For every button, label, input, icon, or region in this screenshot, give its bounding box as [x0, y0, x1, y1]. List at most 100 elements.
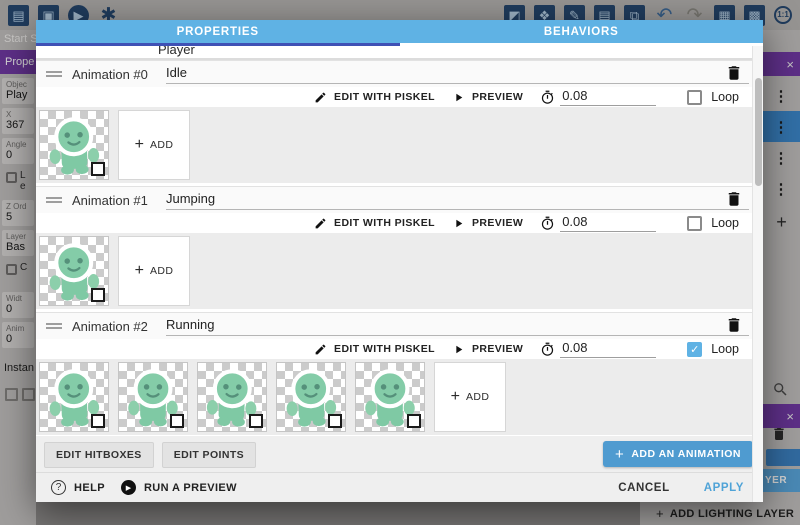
animation-name-input[interactable]: Running	[166, 317, 749, 336]
undo-icon[interactable]: ↶	[656, 4, 673, 26]
animation-section: Animation #1 Jumping EDIT WITH PISKEL PR…	[36, 186, 763, 309]
frame-select-checkbox[interactable]	[91, 414, 105, 428]
panel-list-row[interactable]: ⋮	[763, 173, 800, 204]
add-item-icon[interactable]: +	[776, 212, 787, 232]
sprite-frame-image	[49, 243, 100, 301]
add-animation-button[interactable]: + ADD AN ANIMATION	[603, 441, 753, 467]
add-frame-button[interactable]: + ADD	[118, 110, 190, 180]
kebab-menu-icon[interactable]: ⋮	[773, 180, 790, 198]
object-name-input[interactable]: Player	[36, 46, 763, 60]
add-lighting-layer-button[interactable]: + ADD LIGHTING LAYER	[640, 502, 800, 525]
drag-handle-icon[interactable]	[46, 69, 62, 79]
checkbox[interactable]	[6, 172, 17, 183]
close-icon[interactable]: ×	[786, 408, 794, 424]
preview-button[interactable]: PREVIEW	[471, 343, 524, 355]
delete-animation-icon[interactable]	[725, 190, 743, 208]
property-checkbox-field[interactable]: C	[2, 262, 34, 286]
loop-checkbox[interactable]	[687, 215, 703, 231]
sprite-frame-image	[365, 369, 415, 427]
tab-behaviors[interactable]: BEHAVIORS	[543, 25, 619, 38]
dialog-scrollbar[interactable]	[752, 46, 763, 502]
checkbox[interactable]	[6, 264, 17, 275]
frame-select-checkbox[interactable]	[170, 414, 184, 428]
scene-tab-label[interactable]: Start S	[4, 33, 36, 45]
preview-button[interactable]: PREVIEW	[471, 91, 524, 103]
kebab-menu-icon[interactable]: ⋮	[773, 87, 790, 105]
scrollbar-thumb[interactable]	[755, 78, 762, 186]
dialog-tabs: PROPERTIES BEHAVIORS	[36, 20, 763, 43]
frame-strip: + ADD	[36, 107, 763, 183]
animation-frame-thumbnail[interactable]	[355, 362, 425, 432]
animation-frame-thumbnail[interactable]	[118, 362, 188, 432]
help-icon[interactable]: ?	[51, 480, 66, 495]
add-frame-button[interactable]: + ADD	[118, 236, 190, 306]
property-field[interactable]: X 367	[2, 108, 34, 134]
frame-duration-input[interactable]: 0.08	[560, 88, 657, 106]
project-manager-icon[interactable]: ▤	[8, 4, 29, 26]
edit-with-piskel-button[interactable]: EDIT WITH PISKEL	[334, 343, 435, 355]
cancel-button[interactable]: CANCEL	[618, 481, 670, 494]
kebab-menu-icon[interactable]: ⋮	[773, 118, 790, 136]
copy-icon[interactable]	[5, 388, 18, 401]
animation-frame-thumbnail[interactable]	[39, 236, 109, 306]
animation-name-input[interactable]: Idle	[166, 65, 749, 84]
run-preview-icon[interactable]: ▶	[120, 480, 136, 495]
frame-select-checkbox[interactable]	[91, 162, 105, 176]
add-frame-button[interactable]: + ADD	[434, 362, 506, 432]
paste-icon[interactable]	[22, 388, 35, 401]
edit-points-button[interactable]: EDIT POINTS	[161, 442, 257, 468]
delete-animation-icon[interactable]	[725, 64, 743, 82]
frame-select-checkbox[interactable]	[249, 414, 263, 428]
animation-name-input[interactable]: Jumping	[166, 191, 749, 210]
panel-list-row[interactable]: ⋮	[763, 111, 800, 142]
edit-with-piskel-button[interactable]: EDIT WITH PISKEL	[334, 217, 435, 229]
add-layer-button[interactable]: YER	[751, 469, 800, 492]
property-field[interactable]: Anim 0	[2, 322, 34, 348]
animation-frame-thumbnail[interactable]	[276, 362, 346, 432]
zoom-1-1-icon[interactable]: 1:1	[774, 6, 792, 24]
panel-list-row[interactable]: ⋮	[763, 142, 800, 173]
close-icon[interactable]: ×	[786, 56, 794, 72]
debug-icon[interactable]: ✱	[100, 4, 117, 26]
frame-duration-input[interactable]: 0.08	[560, 214, 657, 232]
layer-action-button[interactable]	[766, 449, 800, 466]
property-field[interactable]: Widt 0	[2, 292, 34, 318]
drag-handle-icon[interactable]	[46, 195, 62, 205]
search-icon[interactable]	[772, 381, 789, 398]
animation-actions-row: EDIT WITH PISKEL PREVIEW 0.08 Loop	[36, 339, 763, 359]
frame-duration-input[interactable]: 0.08	[560, 340, 657, 358]
preview-button[interactable]: PREVIEW	[471, 217, 524, 229]
property-field[interactable]: Z Ord 5	[2, 200, 34, 226]
property-field[interactable]: Angle 0	[2, 138, 34, 164]
sprite-frame-image	[49, 369, 100, 427]
layers-header-bar: ×	[763, 404, 800, 428]
edit-with-piskel-button[interactable]: EDIT WITH PISKEL	[334, 91, 435, 103]
tab-properties[interactable]: PROPERTIES	[176, 25, 259, 38]
delete-animation-icon[interactable]	[725, 316, 743, 334]
field-label: Anim	[6, 324, 25, 333]
apply-button[interactable]: APPLY	[703, 481, 744, 494]
edit-hitboxes-button[interactable]: EDIT HITBOXES	[44, 442, 154, 468]
loop-checkbox[interactable]	[687, 341, 703, 357]
animation-header: Animation #1 Jumping	[36, 186, 763, 213]
panel-list-row[interactable]: ⋮	[763, 80, 800, 111]
animation-frame-thumbnail[interactable]	[197, 362, 267, 432]
loop-checkbox[interactable]	[687, 89, 703, 105]
help-button[interactable]: HELP	[74, 481, 105, 494]
field-value: 0	[6, 149, 13, 161]
frame-select-checkbox[interactable]	[328, 414, 342, 428]
animation-frame-thumbnail[interactable]	[39, 362, 109, 432]
drag-handle-icon[interactable]	[46, 321, 62, 331]
redo-icon[interactable]: ↷	[686, 4, 703, 26]
property-field[interactable]: Objec Play	[2, 78, 34, 104]
frame-select-checkbox[interactable]	[91, 288, 105, 302]
run-preview-button[interactable]: RUN A PREVIEW	[143, 481, 237, 494]
kebab-menu-icon[interactable]: ⋮	[773, 149, 790, 167]
property-field[interactable]: Layer Bas	[2, 230, 34, 256]
trash-icon[interactable]	[771, 426, 787, 442]
add-animation-label: ADD AN ANIMATION	[631, 448, 741, 460]
animation-frame-thumbnail[interactable]	[39, 110, 109, 180]
frame-select-checkbox[interactable]	[407, 414, 421, 428]
